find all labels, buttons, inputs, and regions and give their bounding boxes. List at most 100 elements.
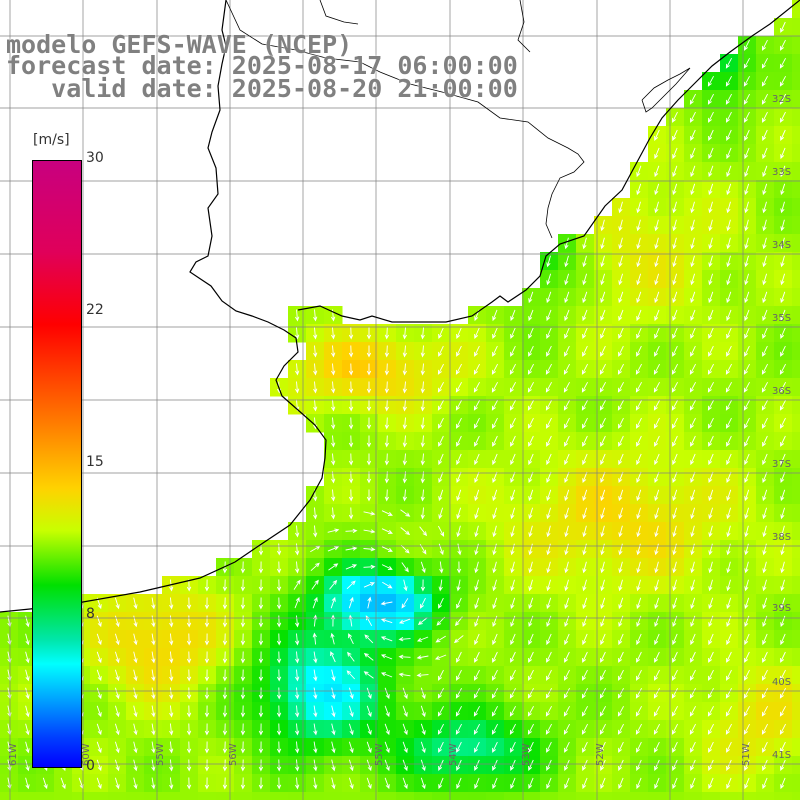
wind-arrow: [456, 741, 462, 753]
wind-arrow: [708, 615, 714, 628]
wind-arrow: [474, 633, 480, 646]
wind-arrow: [599, 705, 606, 717]
wind-arrow: [186, 687, 192, 700]
wind-arrow: [726, 327, 732, 339]
wind-arrow: [744, 507, 750, 520]
wind-arrow: [636, 309, 642, 322]
wind-arrow: [348, 633, 354, 645]
wind-arrow: [762, 651, 768, 663]
wind-arrow: [653, 705, 660, 717]
wind-speed-cell: [774, 792, 793, 800]
wind-arrow: [672, 345, 678, 357]
wind-speed-cell: [90, 792, 109, 800]
wind-arrow: [564, 525, 569, 538]
wind-arrow: [582, 741, 588, 753]
wind-arrow: [96, 687, 102, 700]
wind-arrow: [761, 705, 768, 717]
wind-arrow: [381, 528, 393, 534]
wind-arrow: [690, 471, 696, 484]
wind-arrow: [762, 147, 768, 160]
wind-arrow: [366, 705, 372, 718]
wind-arrow: [204, 633, 210, 646]
wind-arrow: [331, 417, 336, 430]
wind-arrow: [204, 597, 210, 610]
wind-arrow: [780, 273, 786, 286]
wind-arrow: [510, 759, 516, 771]
wind-arrow: [582, 327, 588, 339]
wind-arrow: [708, 291, 714, 304]
wind-arrow: [599, 381, 606, 393]
wind-arrow: [653, 399, 660, 411]
wind-arrow: [672, 327, 678, 339]
wind-arrow: [546, 309, 552, 322]
wind-arrow: [204, 759, 210, 772]
wind-arrow: [366, 399, 372, 412]
wind-arrow: [222, 777, 228, 790]
wind-arrow: [672, 183, 678, 196]
wind-arrow: [510, 507, 516, 520]
wind-arrow: [725, 57, 732, 69]
wind-arrow: [564, 597, 570, 610]
wind-speed-cell: [630, 792, 649, 800]
wind-arrow: [671, 399, 678, 411]
wind-arrow: [313, 705, 318, 718]
wind-arrow: [398, 637, 411, 642]
wind-speed-cell: [792, 216, 800, 235]
wind-arrow: [618, 255, 623, 268]
wind-arrow: [474, 345, 480, 357]
wind-arrow: [169, 723, 174, 736]
wind-arrow: [654, 165, 660, 178]
wind-arrow: [762, 327, 768, 339]
wind-arrow: [654, 633, 660, 646]
latitude-labels: 32S 33S 34S 35S 36S 37S 38S 39S 40S 41S: [772, 94, 791, 761]
wind-arrow: [258, 759, 264, 772]
wind-arrow: [654, 291, 660, 304]
wind-arrow: [708, 237, 713, 250]
wind-arrow: [474, 651, 480, 663]
wind-arrow: [346, 580, 356, 590]
wind-arrow: [114, 615, 120, 628]
wind-arrow: [133, 759, 138, 772]
wind-arrow: [222, 615, 228, 628]
colorbar-tick: 0: [86, 758, 95, 774]
wind-arrow: [618, 507, 624, 520]
wind-arrow: [762, 453, 768, 466]
wind-arrow: [726, 129, 732, 141]
wind-arrow: [491, 723, 498, 735]
wind-arrow: [114, 759, 120, 772]
wind-arrow: [510, 615, 516, 628]
wind-arrow: [708, 435, 714, 447]
wind-arrow: [636, 471, 642, 484]
wind-arrow: [258, 777, 264, 790]
wind-arrow: [348, 381, 354, 394]
wind-arrow: [636, 543, 641, 556]
wind-arrow: [564, 291, 570, 304]
wind-arrow: [420, 363, 425, 376]
wind-speed-cell: [792, 54, 800, 73]
wind-arrow: [384, 453, 389, 466]
wind-arrow: [545, 705, 552, 717]
wind-speed-cell: [792, 306, 800, 325]
wind-speed-cell: [792, 522, 800, 541]
wind-arrow: [564, 561, 569, 574]
wind-arrow: [689, 687, 696, 699]
wind-arrow: [364, 634, 374, 644]
wind-arrow: [726, 183, 732, 196]
wind-arrow: [312, 596, 318, 609]
wind-arrow: [528, 309, 534, 322]
wind-arrow: [779, 57, 786, 69]
wind-arrow: [474, 507, 480, 520]
wind-arrow: [348, 327, 354, 340]
wind-arrow: [743, 399, 750, 411]
wind-arrow: [295, 309, 300, 322]
wind-arrow: [690, 327, 696, 339]
wind-arrow: [528, 489, 534, 502]
wind-arrow: [384, 417, 389, 430]
wind-arrow: [762, 273, 768, 286]
wind-arrow: [726, 147, 732, 160]
wind-arrow: [276, 597, 282, 610]
wind-arrow: [762, 417, 768, 429]
wind-arrow: [366, 489, 372, 502]
wind-arrow: [582, 579, 587, 592]
wind-arrow: [780, 111, 786, 123]
